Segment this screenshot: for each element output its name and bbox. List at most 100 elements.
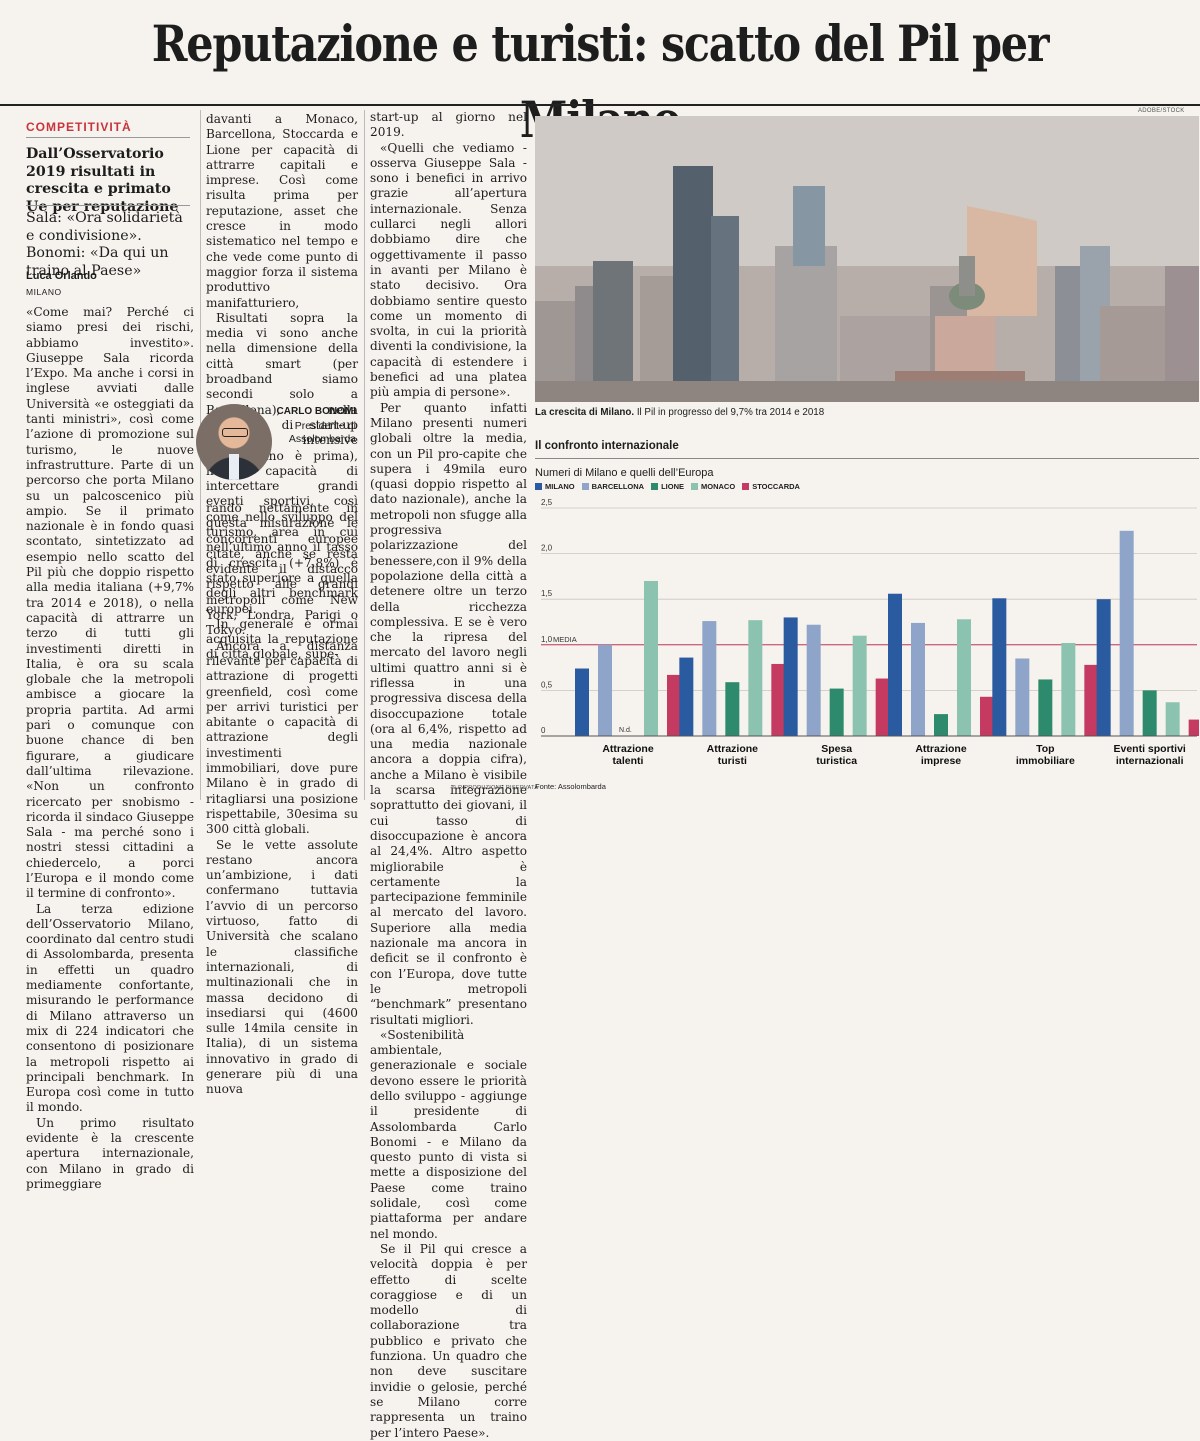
x-category-label: Top <box>1036 743 1054 755</box>
y-tick-label: 2,0 <box>541 544 553 553</box>
x-category-label: Attrazione <box>602 743 653 755</box>
article-column-3: start-up al giorno nel 2019. «Quelli che… <box>370 110 527 1441</box>
bar <box>1096 599 1111 736</box>
bar <box>783 617 798 736</box>
column-separator <box>364 110 365 800</box>
skyline-photo <box>535 116 1199 402</box>
glasses-shape <box>222 428 248 437</box>
legend-label: BARCELLONA <box>591 482 645 491</box>
legend-swatch <box>691 483 699 490</box>
paragraph: davanti a Monaco, Barcellona, Stoccarda … <box>206 112 358 310</box>
caption-bold: La crescita di Milano. <box>535 407 635 418</box>
chart-title: Il confronto internazionale <box>535 440 679 452</box>
bar <box>934 714 948 736</box>
bar <box>748 620 763 736</box>
section-divider <box>26 137 190 138</box>
legend-swatch <box>742 483 750 490</box>
chart-title-rule <box>535 458 1199 459</box>
y-tick-label: 0 <box>541 726 546 735</box>
legend-label: STOCCARDA <box>752 482 800 491</box>
skyline-illustration <box>535 116 1199 402</box>
bar <box>725 682 740 736</box>
x-category-label: Attrazione <box>915 743 966 755</box>
photo-caption: La crescita di Milano. Il Pil in progres… <box>535 407 824 418</box>
x-category-label: imprese <box>921 755 961 767</box>
bar <box>1084 664 1099 736</box>
subhead-divider <box>26 205 190 206</box>
portrait-photo <box>196 404 272 480</box>
paragraph: Se le vette assolute restano ancora un’a… <box>206 837 358 1097</box>
x-category-label: immobiliare <box>1016 755 1075 767</box>
bar <box>771 663 786 736</box>
x-category-label: talenti <box>613 755 644 767</box>
reproduction-notice: © RIPRODUZIONE RISERVATA <box>452 785 539 791</box>
bar <box>980 696 994 736</box>
paragraph: Risultati sopra la media vi sono anche n… <box>206 310 358 616</box>
bar <box>992 598 1007 736</box>
legend-swatch <box>581 483 589 490</box>
article-column-1: «Come mai? Perché ci siamo presi dei ris… <box>26 305 194 1192</box>
bar <box>829 688 844 736</box>
shirt-shape <box>229 454 239 480</box>
paragraph: Se il Pil qui cresce a velocità doppia è… <box>370 1241 527 1440</box>
x-category-label: turistica <box>816 755 857 767</box>
bar <box>875 678 890 736</box>
chart-legend: MILANO BARCELLONA LIONE MONACO STOCCARDA <box>535 482 800 491</box>
legend-label: MILANO <box>545 482 575 491</box>
quote-person-name: CARLO BONOMI <box>276 406 356 417</box>
legend-item: STOCCARDA <box>742 482 800 491</box>
headline-rule <box>0 104 1200 106</box>
paragraph: Un primo risultato evidente è la crescen… <box>26 1115 194 1191</box>
x-category-label: turisti <box>718 755 747 767</box>
article-column-2-top: davanti a Monaco, Barcellona, Stoccarda … <box>206 112 358 663</box>
x-category-label: Spesa <box>821 743 852 755</box>
legend-item: MILANO <box>535 482 575 491</box>
bar <box>957 619 971 736</box>
paragraph: start-up al giorno nel 2019. <box>370 110 527 140</box>
photo-credit: ADOBE/STOCK <box>1138 108 1185 114</box>
author-place: MILANO <box>26 287 62 297</box>
bar <box>702 621 717 736</box>
bar <box>1061 642 1076 736</box>
legend-swatch <box>535 483 542 490</box>
bar <box>667 674 681 736</box>
section-tag: COMPETITIVITÀ <box>26 120 132 134</box>
bar <box>911 622 925 736</box>
bar <box>1165 702 1180 736</box>
paragraph: In generale è ormai acquisita la reputaz… <box>206 616 358 662</box>
chart-subtitle: Numeri di Milano e quelli dell’Europa <box>535 467 714 479</box>
paragraph: «Come mai? Perché ci siamo presi dei ris… <box>26 305 194 901</box>
paragraph: rando nettamente in questa misurazione l… <box>206 501 358 638</box>
bar <box>852 635 867 736</box>
legend-item: MONACO <box>691 482 735 491</box>
bar <box>806 624 821 736</box>
subhead-primary: Dall’Osservatorio 2019 risultati in cres… <box>26 146 179 215</box>
y-tick-label: 2,5 <box>541 498 553 507</box>
y-tick-label: 1,5 <box>541 589 553 598</box>
paragraph: Per quanto infatti Milano presenti numer… <box>370 400 527 1027</box>
legend-item: LIONE <box>651 482 684 491</box>
y-tick-label: 1,0 <box>541 635 553 644</box>
caption-text: Il Pil in progresso del 9,7% tra 2014 e … <box>634 407 825 418</box>
legend-item: BARCELLONA <box>581 482 645 491</box>
subhead-secondary: Sala: «Ora solidarietà e condivisione». … <box>26 210 183 279</box>
bar <box>1188 719 1199 736</box>
bar <box>679 657 694 736</box>
bar <box>1119 530 1134 736</box>
missing-data-label: N.d. <box>619 727 632 734</box>
bar <box>1038 679 1053 736</box>
legend-label: LIONE <box>661 482 685 491</box>
paragraph: «Sostenibilità ambientale, generazionale… <box>370 1027 527 1241</box>
legend-label: MONACO <box>701 482 736 491</box>
y-tick-label: 0,5 <box>541 680 553 689</box>
bar <box>575 668 589 736</box>
bar <box>644 580 658 736</box>
author-name: Luca Orlando <box>26 270 97 282</box>
article-column-2-bottom: rando nettamente in questa misurazione l… <box>206 501 358 1098</box>
bar-chart: 00,51,01,52,02,5MEDIAN.d.Attrazionetalen… <box>541 498 1199 767</box>
legend-swatch <box>651 483 659 490</box>
bar <box>598 644 612 736</box>
bar <box>1015 658 1030 736</box>
paragraph: «Quelli che vediamo - osserva Giuseppe S… <box>370 140 527 400</box>
paragraph: La terza edizione dell’Osservatorio Mila… <box>26 901 194 1115</box>
